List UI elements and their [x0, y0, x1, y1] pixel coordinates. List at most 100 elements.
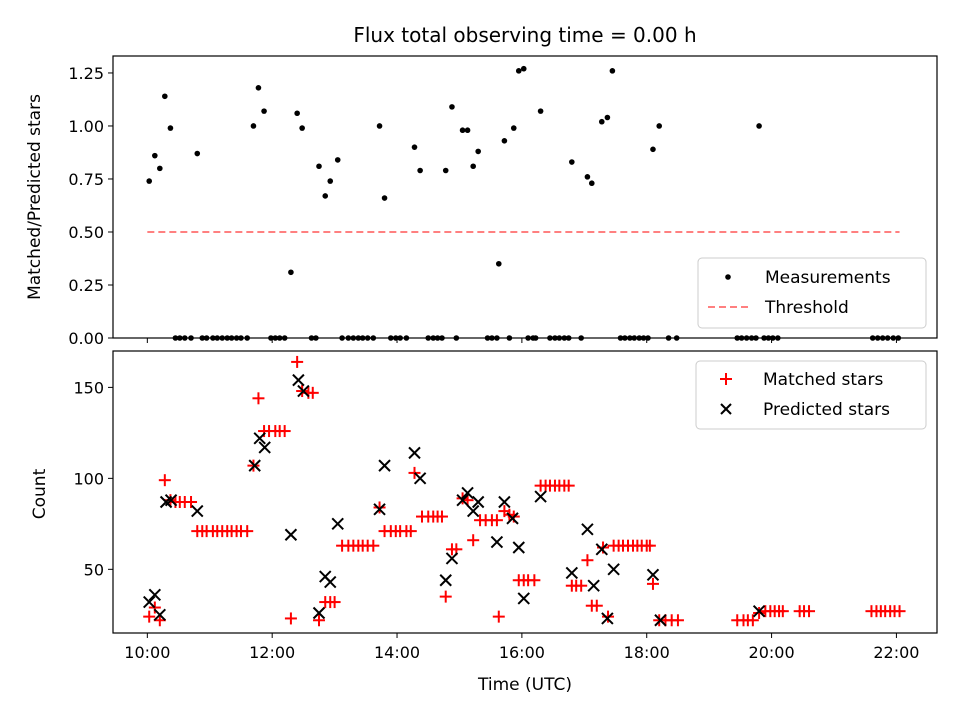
- measurement-point: [162, 93, 168, 100]
- matched-star-marker: [575, 579, 588, 592]
- predicted-star-marker: [148, 588, 162, 602]
- measurement-point: [327, 178, 334, 184]
- bottom-y-tick-label: 50: [84, 560, 104, 579]
- bottom-panel-ylabel: Count: [30, 468, 50, 519]
- matched-star-marker: [373, 501, 386, 514]
- predicted-star-marker: [534, 490, 547, 503]
- matched-star-marker: [291, 355, 304, 368]
- predicted-star-marker: [581, 523, 594, 536]
- matched-star-marker: [671, 614, 684, 627]
- bottom-y-tick-label: 100: [73, 469, 104, 488]
- matched-star-marker: [893, 605, 906, 618]
- predicted-star-marker: [595, 543, 608, 556]
- predicted-star-marker: [607, 563, 620, 576]
- top-y-tick-label: 0.75: [68, 170, 104, 189]
- matched-star-marker: [241, 525, 254, 538]
- legend-predicted-marker: [720, 403, 732, 415]
- predicted-star-marker: [466, 504, 480, 518]
- measurement-point: [609, 68, 616, 74]
- matched-star-marker: [404, 525, 417, 538]
- matched-star-marker: [153, 614, 166, 627]
- matched-star-marker: [328, 596, 341, 609]
- measurement-point: [650, 146, 656, 153]
- matched-star-marker: [753, 606, 766, 619]
- measurement-point: [520, 65, 527, 72]
- matched-star-marker: [408, 466, 421, 479]
- matched-star-marker: [467, 534, 480, 547]
- legend-predicted-label: Predicted stars: [763, 400, 890, 420]
- predicted-star-marker: [378, 459, 391, 472]
- predicted-star-marker: [164, 493, 178, 507]
- measurement-point: [584, 174, 591, 180]
- predicted-star-marker: [324, 575, 337, 589]
- measurement-point: [495, 260, 502, 267]
- predicted-star-marker: [297, 384, 310, 398]
- top-legend-box: [697, 257, 927, 329]
- predicted-star-marker: [331, 517, 344, 531]
- measurement-point: [656, 123, 663, 129]
- measurement-point: [598, 118, 605, 125]
- predicted-star-marker: [752, 604, 766, 618]
- measurement-point: [167, 125, 174, 131]
- matched-star-marker: [643, 539, 656, 552]
- bottom-panel-legend: Matched stars Predicted stars: [695, 360, 927, 430]
- bottom-panel-x-ticks: 10:00 12:00 14:00 16:00 18:00 20:00 22:00: [124, 633, 919, 662]
- matched-star-marker: [581, 554, 594, 567]
- measurement-point: [255, 85, 262, 91]
- predicted-star-marker: [292, 373, 305, 387]
- matched-star-marker: [185, 496, 198, 509]
- measurement-point: [449, 104, 455, 110]
- bottom-x-tick-label: 16:00: [499, 643, 545, 662]
- matched-star-marker: [252, 392, 265, 405]
- predicted-star-marker: [445, 552, 459, 565]
- measurement-point: [376, 123, 383, 129]
- matched-star-marker: [306, 386, 319, 399]
- predicted-star-marker: [413, 472, 427, 485]
- matched-star-marker: [435, 510, 448, 523]
- measurement-point: [334, 157, 341, 163]
- predicted-star-marker: [456, 493, 469, 507]
- top-panel: Flux total observing time = 0.00 h Match…: [25, 23, 938, 348]
- measurement-point: [316, 163, 322, 170]
- predicted-star-marker: [373, 503, 386, 516]
- matched-star-marker: [439, 590, 452, 603]
- predicted-star-marker: [601, 612, 614, 625]
- measurement-point: [459, 127, 466, 134]
- top-y-tick-label: 0.50: [68, 223, 104, 242]
- predicted-star-marker: [284, 528, 298, 541]
- top-panel-y-ticks: 0.00 0.25 0.50 0.75 1.00 1.25: [68, 64, 113, 348]
- matched-star-marker: [562, 479, 575, 492]
- predicted-star-marker: [439, 574, 452, 587]
- bottom-panel-frame: [112, 350, 938, 634]
- top-panel-ylabel: Matched/Predicted stars: [25, 94, 45, 300]
- top-panel-legend: Measurements Threshold: [697, 257, 927, 329]
- measurement-point: [464, 127, 471, 134]
- legend-measurements-marker: [725, 274, 731, 280]
- predicted-star-marker: [587, 579, 600, 592]
- measurement-point: [299, 125, 305, 131]
- predicted-star-marker: [498, 495, 511, 509]
- matched-star-marker: [367, 539, 380, 552]
- measurement-point: [152, 152, 158, 159]
- measurement-point: [146, 178, 153, 184]
- measurement-point: [288, 269, 294, 276]
- matched-star-marker: [284, 612, 297, 625]
- top-panel-frame: [112, 55, 938, 339]
- predicted-star-marker: [512, 541, 525, 554]
- measurement-point: [417, 167, 423, 174]
- predicted-star-marker: [253, 432, 266, 445]
- measurement-point: [470, 163, 476, 170]
- matched-star-marker: [278, 425, 291, 438]
- bottom-panel-xlabel: Time (UTC): [477, 675, 572, 695]
- bottom-x-tick-label: 10:00: [124, 643, 170, 662]
- measurement-point: [322, 193, 329, 199]
- matched-star-marker: [803, 605, 816, 618]
- measurement-point: [756, 123, 762, 129]
- measurement-point: [569, 159, 575, 165]
- legend-measurements-label: Measurements: [765, 268, 891, 288]
- measurement-point: [250, 123, 257, 129]
- predicted-star-marker: [506, 512, 519, 525]
- matched-star-marker: [148, 601, 161, 614]
- measurement-point: [475, 148, 481, 155]
